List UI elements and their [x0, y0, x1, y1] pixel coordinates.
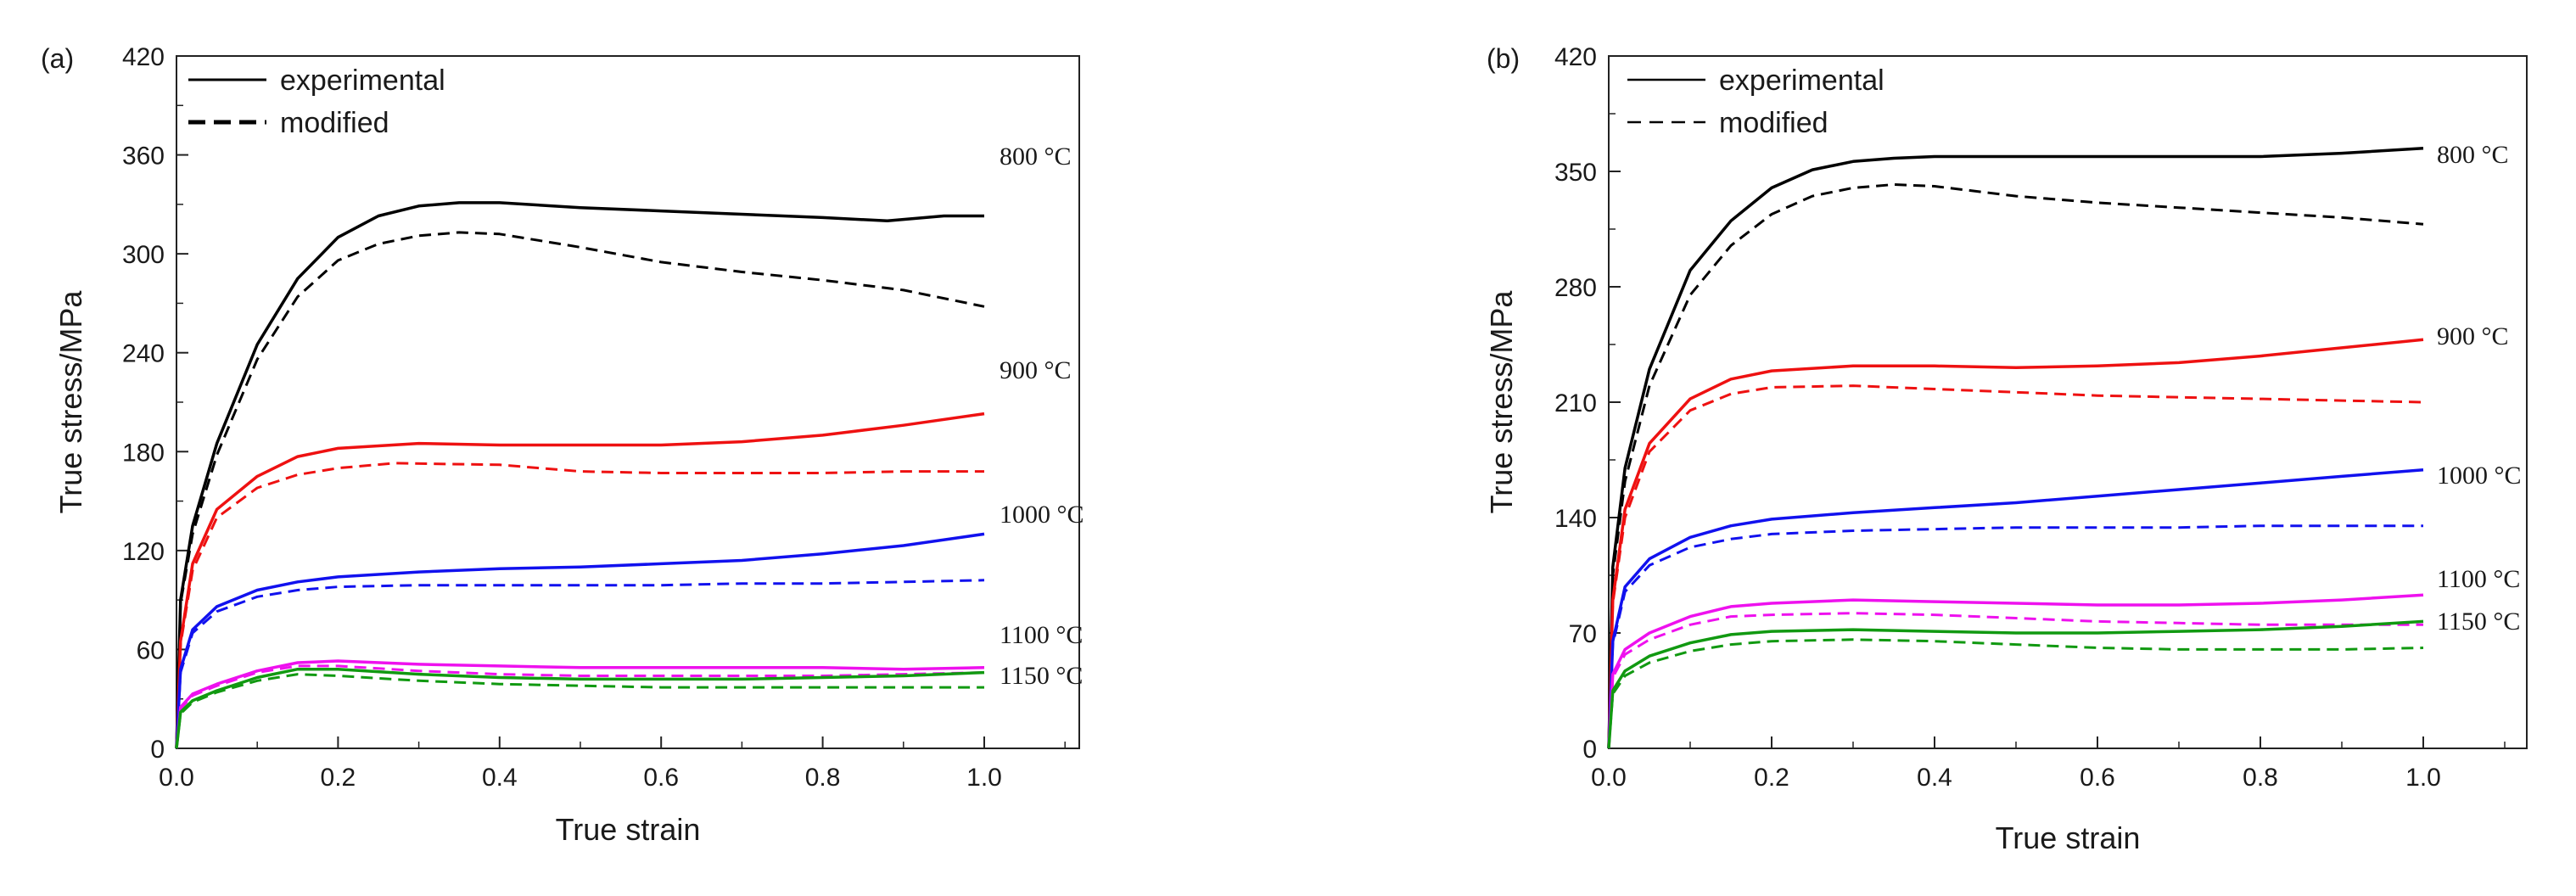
- series-label-1100: 1100 °C: [1000, 621, 1083, 649]
- y-tick-label: 140: [1554, 505, 1597, 533]
- x-tick-label: 1.0: [2405, 764, 2441, 792]
- y-axis-title: True stress/MPa: [1484, 290, 1519, 514]
- panel-label: (a): [41, 43, 74, 74]
- legend: experimental modified: [1627, 64, 1884, 139]
- series-800-experimental-line: [175, 201, 984, 749]
- y-tick-label: 120: [122, 538, 165, 566]
- y-tick-label: 0: [150, 736, 165, 764]
- y-tick-label: 350: [1554, 159, 1597, 187]
- plot-frame: [176, 55, 1080, 749]
- series-1000-modified-line: [1607, 524, 2423, 749]
- x-tick-label: 0.0: [159, 764, 194, 792]
- y-tick-label: 360: [122, 143, 165, 171]
- panel-label: (b): [1487, 43, 1520, 74]
- legend-label-experimental: experimental: [1719, 64, 1884, 97]
- x-tick-label: 0.4: [1917, 764, 1952, 792]
- y-tick-label: 420: [122, 43, 165, 71]
- series-label-800: 800 °C: [2437, 141, 2509, 169]
- series-1100-experimental-line: [1607, 593, 2424, 749]
- chart-panel-a: 0 60 120 180 240 300 360 420 0.0 0.2 0.4 0.6 0.8 1.0 T…: [41, 43, 1084, 847]
- y-tick-label: 70: [1569, 620, 1597, 648]
- series-1000-experimental-line: [175, 532, 985, 749]
- series-900-modified-line: [175, 462, 984, 749]
- series-1000-experimental-line: [1607, 468, 2424, 749]
- series-1100-modified-line: [1607, 612, 2423, 749]
- series-1000-modified-line: [175, 579, 985, 749]
- y-tick-label: 300: [122, 241, 165, 269]
- y-tick-label: 180: [122, 439, 165, 467]
- series-900-experimental-line: [1607, 338, 2424, 749]
- series-label-900: 900 °C: [2437, 322, 2509, 350]
- x-tick-label: 0.0: [1591, 764, 1627, 792]
- y-tick-label: 240: [122, 340, 165, 368]
- x-tick-label: 0.6: [643, 764, 679, 792]
- x-tick-label: 0.4: [482, 764, 518, 792]
- series-800-modified-line: [175, 231, 985, 749]
- x-tick-label: 0.2: [1754, 764, 1789, 792]
- x-tick-label: 0.6: [2080, 764, 2115, 792]
- legend: experimental modified: [188, 64, 445, 139]
- series-label-1000: 1000 °C: [2437, 462, 2522, 490]
- series-1150-experimental-line: [1607, 619, 2424, 749]
- series-label-1100: 1100 °C: [2437, 565, 2520, 593]
- y-axis-title: True stress/MPa: [53, 290, 88, 514]
- x-tick-label: 0.8: [805, 764, 841, 792]
- series-1100-experimental-line: [175, 659, 985, 749]
- series-label-1150: 1150 °C: [2437, 608, 2520, 636]
- legend-label-experimental: experimental: [280, 64, 445, 97]
- series-900-experimental-line: [175, 412, 985, 749]
- y-tick-label: 60: [137, 636, 165, 664]
- y-tick-label: 210: [1554, 389, 1597, 417]
- x-tick-label: 0.8: [2243, 764, 2278, 792]
- x-tick-label: 0.2: [321, 764, 356, 792]
- series-1150-experimental-line: [175, 667, 985, 749]
- legend-label-modified: modified: [1719, 107, 1828, 139]
- series-800-modified-line: [1607, 183, 2424, 749]
- y-tick-label: 420: [1554, 43, 1597, 71]
- series-1150-modified-line: [1607, 638, 2424, 749]
- chart-panel-b: 0 70 140 210 280 350 420 0.0 0.2 0.4 0.6 0.8 1.0 True…: [1484, 43, 2528, 855]
- y-tick-label: 0: [1582, 736, 1597, 764]
- series-label-900: 900 °C: [1000, 356, 1072, 384]
- plot-frame: [1608, 55, 2528, 749]
- series-1150-modified-line: [175, 673, 984, 749]
- series-label-800: 800 °C: [1000, 143, 1072, 171]
- x-axis-title: True strain: [1996, 820, 2141, 855]
- y-tick-label: 280: [1554, 274, 1597, 302]
- series-1100-modified-line: [175, 664, 985, 749]
- x-tick-label: 1.0: [966, 764, 1002, 792]
- series-800-experimental-line: [1607, 147, 2424, 749]
- series-label-1150: 1150 °C: [1000, 662, 1083, 690]
- series-900-modified-line: [1607, 384, 2424, 749]
- series-label-1000: 1000 °C: [1000, 501, 1084, 529]
- legend-label-modified: modified: [280, 107, 389, 139]
- x-axis-title: True strain: [556, 812, 701, 847]
